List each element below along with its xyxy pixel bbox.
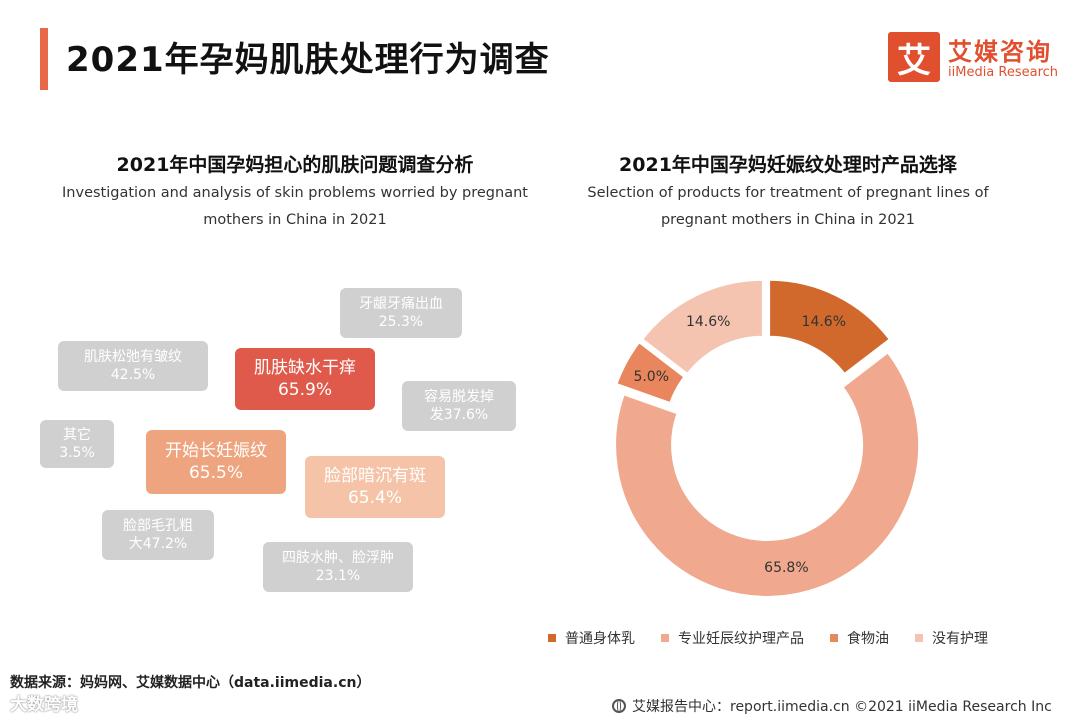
- bubble-label: 开始长妊娠纹: [165, 440, 267, 461]
- bubble-label: 肌肤缺水干痒: [254, 357, 356, 378]
- report-center-text: 艾媒报告中心：report.iimedia.cn ©2021 iiMedia R…: [632, 699, 1052, 715]
- bubble-other: 其它 3.5%: [40, 420, 114, 468]
- bubble-swelling: 四肢水肿、脸浮肿 23.1%: [263, 542, 413, 592]
- donut-label-0: 14.6%: [802, 314, 846, 330]
- watermark: 大数跨境: [10, 695, 78, 715]
- logo-english-name: iiMedia Research: [948, 65, 1059, 80]
- legend-label: 普通身体乳: [565, 631, 635, 647]
- left-chart-title: 2021年中国孕妈担心的肌肤问题调查分析: [116, 154, 474, 176]
- globe-icon: [612, 699, 626, 713]
- bubble-label: 其它: [63, 426, 91, 443]
- bubble-skin-wrinkles: 肌肤松弛有皱纹 42.5%: [58, 341, 208, 391]
- logo-mark-icon: 艾: [888, 32, 940, 82]
- bubble-value: 大47.2%: [128, 536, 188, 552]
- legend-item-no-care[interactable]: 没有护理: [915, 628, 988, 648]
- bubble-value: 发37.6%: [429, 407, 489, 423]
- iimedia-logo[interactable]: 艾 艾媒咨询 iiMedia Research: [888, 32, 1058, 84]
- legend-swatch: [661, 634, 669, 642]
- bubble-hair-loss: 容易脱发掉 发37.6%: [402, 381, 516, 431]
- bubble-label: 肌肤松弛有皱纹: [84, 348, 182, 365]
- right-chart-subtitle: Selection of products for treatment of p…: [528, 180, 1048, 234]
- bubble-gum-bleeding: 牙龈牙痛出血 25.3%: [340, 288, 462, 338]
- donut-slice-1[interactable]: [614, 351, 921, 598]
- donut-label-3: 14.6%: [686, 314, 730, 330]
- donut-label-1: 65.8%: [764, 560, 808, 576]
- bubble-value: 23.1%: [315, 568, 361, 584]
- donut-slice-3[interactable]: [640, 278, 764, 376]
- page-title: 2021年孕妈肌肤处理行为调查: [66, 40, 550, 80]
- donut-label-2: 5.0%: [633, 369, 669, 385]
- report-center-footer[interactable]: 艾媒报告中心：report.iimedia.cn ©2021 iiMedia R…: [612, 696, 1052, 716]
- bubble-value: 3.5%: [59, 445, 95, 461]
- legend-swatch: [915, 634, 923, 642]
- donut-legend: 普通身体乳 专业妊辰纹护理产品 食物油 没有护理: [548, 628, 988, 648]
- bubble-label: 牙龈牙痛出血: [359, 295, 443, 312]
- bubble-value: 25.3%: [378, 314, 424, 330]
- bubble-stretch-marks: 开始长妊娠纹 65.5%: [146, 430, 286, 494]
- bubble-value: 65.5%: [188, 463, 243, 483]
- donut-chart: 14.6% 65.8% 5.0% 14.6%: [614, 278, 921, 598]
- left-chart-subtitle: Investigation and analysis of skin probl…: [35, 180, 555, 234]
- legend-label: 专业妊辰纹护理产品: [678, 631, 804, 647]
- bubble-value: 42.5%: [110, 367, 156, 383]
- title-accent-bar: [40, 28, 48, 90]
- legend-swatch: [548, 634, 556, 642]
- logo-chinese-name: 艾媒咨询: [948, 38, 1052, 66]
- right-subtitle-line2: pregnant mothers in China in 2021: [660, 212, 916, 228]
- legend-swatch: [830, 634, 838, 642]
- legend-label: 食物油: [847, 631, 889, 647]
- bubble-label: 四肢水肿、脸浮肿: [282, 549, 394, 566]
- bubble-label: 容易脱发掉: [424, 388, 494, 405]
- left-subtitle-line2: mothers in China in 2021: [203, 212, 387, 228]
- donut-slice-0[interactable]: [768, 278, 892, 376]
- legend-item-food-oil[interactable]: 食物油: [830, 628, 889, 648]
- bubble-large-pores: 脸部毛孔粗 大47.2%: [102, 510, 214, 560]
- donut-slice-2[interactable]: [615, 340, 686, 405]
- bubble-dry-itchy-skin: 肌肤缺水干痒 65.9%: [235, 348, 375, 410]
- right-chart-title: 2021年中国孕妈妊娠纹处理时产品选择: [619, 154, 957, 176]
- legend-item-professional-care[interactable]: 专业妊辰纹护理产品: [661, 628, 804, 648]
- left-subtitle-line1: Investigation and analysis of skin probl…: [62, 185, 528, 201]
- bubble-value: 65.4%: [347, 488, 402, 508]
- data-source: 数据来源：妈妈网、艾媒数据中心（data.iimedia.cn）: [10, 675, 371, 691]
- right-subtitle-line1: Selection of products for treatment of p…: [587, 185, 989, 201]
- bubble-value: 65.9%: [277, 380, 332, 400]
- bubble-dull-face-spots: 脸部暗沉有斑 65.4%: [305, 456, 445, 518]
- legend-label: 没有护理: [932, 631, 988, 647]
- legend-item-body-lotion[interactable]: 普通身体乳: [548, 628, 635, 648]
- bubble-label: 脸部暗沉有斑: [324, 465, 426, 486]
- bubble-label: 脸部毛孔粗: [123, 517, 193, 534]
